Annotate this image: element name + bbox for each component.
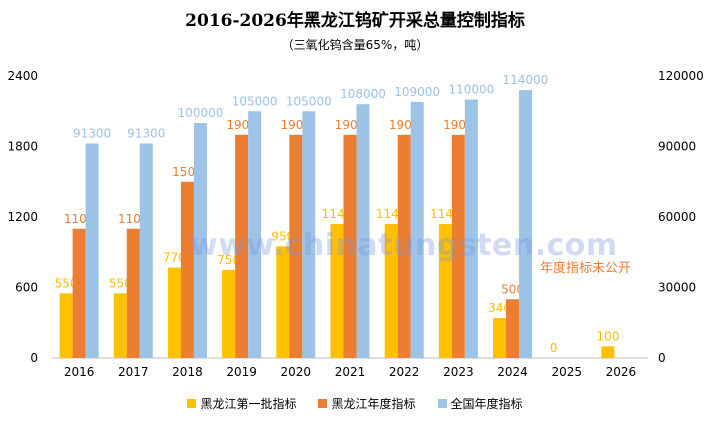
bar-0 [438,224,452,358]
x-tick-label: 2021 [335,365,366,379]
bar-1 [506,299,520,358]
x-tick-label: 2020 [281,365,312,379]
x-tick-label: 2023 [443,365,474,379]
x-tick-label: 2018 [172,365,203,379]
y-right-tick-label: 120000 [658,69,704,83]
data-label-2: 114000 [503,73,549,87]
bar-1 [72,228,86,358]
y-right-tick-label: 0 [658,351,666,365]
bar-2 [410,101,424,358]
bar-0 [330,224,344,358]
bar-0 [167,267,181,358]
y-left-tick-label: 0 [30,351,38,365]
undisclosed-note: 年度指标未公开 [540,261,632,276]
data-label-2: 91300 [73,126,111,140]
legend-swatch-first-batch [187,399,197,408]
legend-swatch-national [437,399,447,408]
x-tick-label: 2022 [389,365,420,379]
data-label-0: 0 [550,341,558,355]
x-tick-label: 2017 [118,365,149,379]
bar-2 [193,123,207,358]
data-label-0: 100 [596,329,619,343]
data-label-2: 108000 [340,87,386,101]
legend-swatch-annual [318,399,328,408]
bar-0 [222,269,236,358]
data-label-2: 105000 [232,94,278,108]
bar-1 [397,134,411,358]
legend-label-national: 全国年度指标 [450,397,523,411]
data-label-2: 105000 [286,94,332,108]
bar-1 [343,134,357,358]
data-label-0: 550 [55,276,78,290]
chart-title: 2016-2026年黑龙江钨矿开采总量控制指标 [185,11,525,31]
bar-2 [464,99,478,358]
data-label-0: 340 [488,301,511,315]
x-tick-label: 2024 [497,365,528,379]
x-tick-label: 2016 [64,365,95,379]
y-left-tick-label: 1800 [7,140,38,154]
legend-label-first-batch: 黑龙江第一批指标 [200,397,297,411]
bar-2 [248,111,262,358]
bar-0 [384,224,398,358]
bar-2 [519,90,533,358]
data-label-2: 109000 [394,85,440,99]
bar-1 [235,134,249,358]
data-label-0: 550 [109,276,132,290]
bar-2 [85,143,99,358]
y-right-tick-label: 60000 [658,210,696,224]
chart-subtitle: （三氧化钨含量65%，吨） [281,38,429,52]
data-label-2: 100000 [178,106,224,120]
data-label-1: 500 [501,282,524,296]
x-tick-label: 2026 [606,365,637,379]
bar-1 [451,134,465,358]
data-label-2: 110000 [448,83,494,97]
bar-0 [493,318,507,358]
bar-2 [356,104,370,358]
x-tick-label: 2025 [551,365,582,379]
bar-0 [276,246,290,358]
data-label-0: 950 [271,229,294,243]
bar-1 [126,228,140,358]
x-tick-label: 2019 [226,365,257,379]
bar-1 [180,181,194,358]
legend-label-annual: 黑龙江年度指标 [331,397,416,411]
legend-item-annual: 黑龙江年度指标 [318,395,416,412]
data-label-2: 91300 [127,126,165,140]
bar-0 [59,293,73,358]
legend: 黑龙江第一批指标 黑龙江年度指标 全国年度指标 [0,395,710,412]
legend-item-first-batch: 黑龙江第一批指标 [187,395,296,412]
y-left-tick-label: 1200 [7,210,38,224]
bar-0 [601,346,615,358]
data-label-0: 770 [163,251,186,265]
watermark-text: www.chinatungsten.com [190,228,618,263]
y-left-tick-label: 2400 [7,69,38,83]
bar-0 [113,293,127,358]
legend-item-national: 全国年度指标 [437,395,523,412]
y-right-tick-label: 90000 [658,140,696,154]
bar-2 [302,111,316,358]
y-left-tick-label: 600 [15,281,38,295]
bar-1 [289,134,303,358]
y-right-tick-label: 30000 [658,281,696,295]
data-label-0: 750 [217,253,240,267]
bar-2 [139,143,153,358]
